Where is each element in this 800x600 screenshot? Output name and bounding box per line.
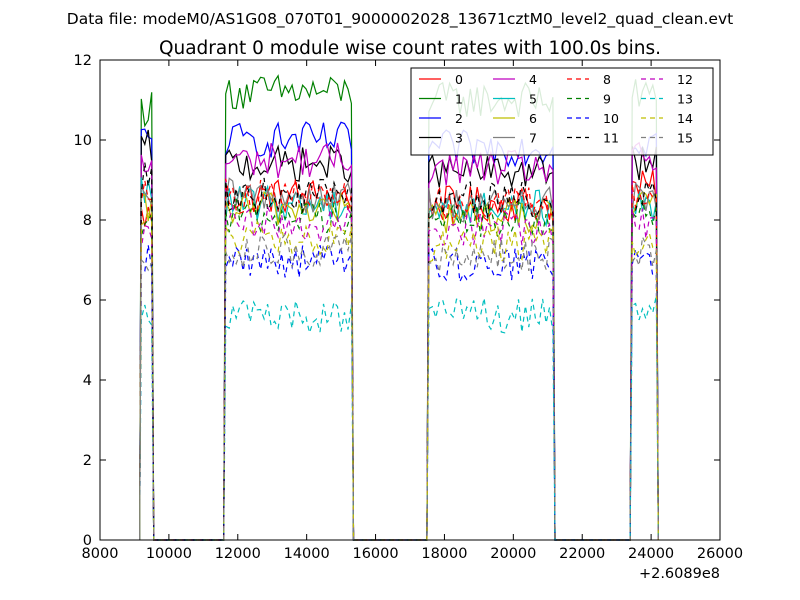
series-line-12 — [139, 204, 659, 541]
series-line-13 — [139, 295, 659, 541]
series-line-2 — [139, 121, 659, 541]
x-tick-label: 20000 — [490, 546, 536, 562]
y-tick-label: 0 — [83, 533, 92, 549]
x-tick-label: 24000 — [628, 546, 674, 562]
legend-label-5: 5 — [529, 92, 537, 107]
legend-label-1: 1 — [455, 92, 463, 107]
legend-box — [410, 67, 714, 156]
series-line-0 — [139, 169, 659, 541]
series-line-8 — [139, 178, 659, 541]
legend-label-7: 7 — [529, 131, 537, 146]
y-tick-label: 4 — [83, 373, 92, 389]
series-line-15 — [139, 233, 659, 541]
legend-label-12: 12 — [677, 72, 693, 87]
legend-label-11: 11 — [603, 131, 619, 146]
legend-label-10: 10 — [603, 111, 619, 126]
series-line-6 — [139, 190, 659, 541]
x-tick-label: 12000 — [215, 546, 261, 562]
series-line-9 — [139, 198, 659, 541]
series-lines — [139, 74, 659, 541]
legend-label-9: 9 — [603, 92, 611, 107]
legend-label-6: 6 — [529, 111, 537, 126]
y-tick-label: 10 — [74, 133, 92, 149]
legend-label-13: 13 — [677, 92, 693, 107]
x-axis-ticks: 8000 10000 12000 14000 16000 18000 20000 22000 2… — [82, 60, 743, 562]
series-line-10 — [139, 244, 659, 541]
series-line-7 — [139, 177, 659, 541]
x-tick-label: 16000 — [352, 546, 398, 562]
x-tick-label: 18000 — [421, 546, 467, 562]
legend-label-3: 3 — [455, 131, 463, 146]
series-line-5 — [139, 177, 659, 541]
legend-label-15: 15 — [677, 131, 693, 146]
series-line-4 — [139, 141, 659, 541]
chart-suptitle: Data file: modeM0/AS1G08_070T01_90000020… — [67, 10, 733, 29]
y-tick-label: 12 — [74, 53, 92, 69]
chart-title: Quadrant 0 module wise count rates with … — [159, 38, 661, 59]
x-tick-label: 22000 — [559, 546, 605, 562]
series-line-11 — [139, 162, 659, 541]
x-offset-label: +2.6089e8 — [639, 566, 720, 582]
x-tick-label: 8000 — [82, 546, 119, 562]
legend-label-4: 4 — [529, 72, 537, 87]
x-tick-label: 10000 — [146, 546, 192, 562]
x-tick-label: 26000 — [697, 546, 743, 562]
series-line-3 — [139, 129, 659, 541]
legend-label-8: 8 — [603, 72, 611, 87]
y-tick-label: 2 — [83, 453, 92, 469]
legend-label-2: 2 — [455, 111, 463, 126]
legend-label-0: 0 — [455, 72, 463, 87]
x-tick-label: 14000 — [284, 546, 330, 562]
y-tick-label: 6 — [83, 293, 92, 309]
y-tick-label: 8 — [83, 213, 92, 229]
legend-label-14: 14 — [677, 111, 693, 126]
series-line-14 — [139, 211, 659, 541]
